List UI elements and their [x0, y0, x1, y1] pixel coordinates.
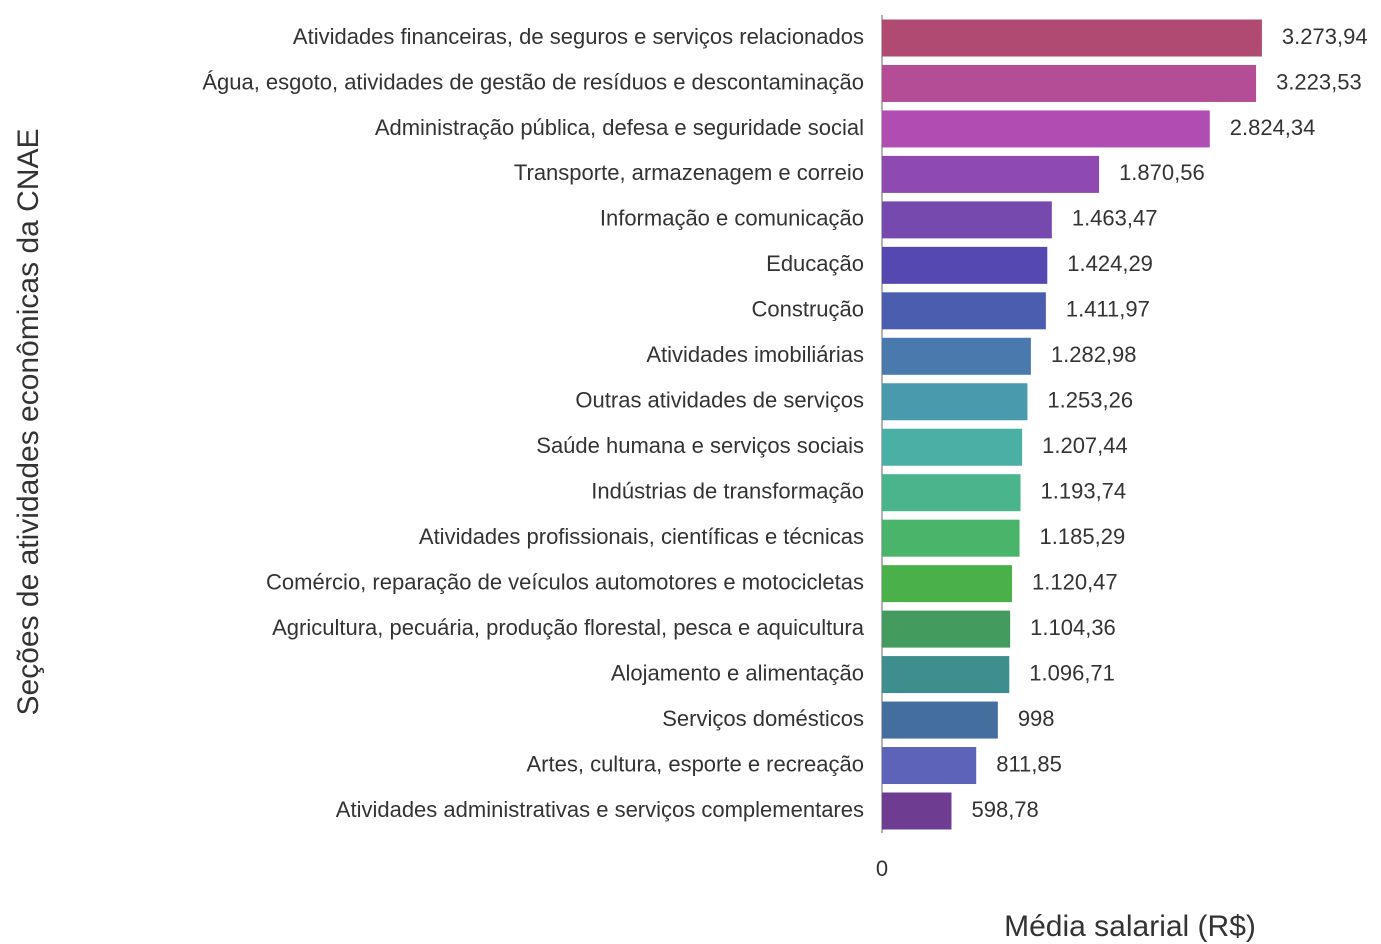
y-tick-label: Agricultura, pecuária, produção floresta… [272, 615, 865, 640]
value-label: 1.120,47 [1032, 569, 1118, 594]
bar [882, 428, 1023, 466]
value-label: 1.424,29 [1067, 251, 1153, 276]
value-label: 1.870,56 [1119, 160, 1205, 185]
bar [882, 383, 1028, 421]
value-label: 1.253,26 [1047, 388, 1133, 413]
y-tick-label: Água, esgoto, atividades de gestão de re… [202, 69, 864, 94]
y-tick-label: Informação e comunicação [600, 206, 864, 231]
value-label: 3.273,94 [1282, 24, 1368, 49]
value-label: 1.207,44 [1042, 433, 1128, 458]
bar [882, 64, 1257, 102]
bar [882, 155, 1100, 193]
value-label: 1.096,71 [1029, 660, 1115, 685]
y-tick-label: Indústrias de transformação [591, 479, 864, 504]
bar [882, 610, 1011, 648]
y-tick-label: Comércio, reparação de veículos automoto… [266, 569, 864, 594]
value-label: 1.282,98 [1051, 342, 1137, 367]
y-tick-label: Atividades imobiliárias [646, 342, 864, 367]
value-label: 1.193,74 [1041, 479, 1127, 504]
y-tick-label: Atividades administrativas e serviços co… [336, 797, 864, 822]
value-label: 811,85 [996, 751, 1062, 776]
bar [882, 19, 1262, 57]
y-tick-label: Serviços domésticos [662, 706, 864, 731]
bar [882, 656, 1010, 694]
value-label: 1.463,47 [1072, 206, 1158, 231]
value-label: 1.185,29 [1040, 524, 1126, 549]
y-tick-label: Atividades profissionais, científicas e … [419, 524, 864, 549]
y-axis-label: Seções de atividades econômicas da CNAE [12, 129, 45, 716]
value-label: 2.824,34 [1230, 115, 1316, 140]
value-label: 598,78 [971, 797, 1038, 822]
y-tick-label: Transporte, armazenagem e correio [514, 160, 864, 185]
value-label: 1.104,36 [1030, 615, 1116, 640]
bar [882, 519, 1020, 557]
value-label: 3.223,53 [1276, 69, 1362, 94]
bar [882, 565, 1013, 603]
bar [882, 201, 1052, 239]
x-tick-label: 0 [876, 856, 888, 881]
bar [882, 246, 1048, 284]
y-tick-label: Atividades financeiras, de seguros e ser… [293, 24, 864, 49]
bar [882, 701, 998, 739]
y-tick-label: Alojamento e alimentação [611, 660, 864, 685]
bar [882, 792, 952, 830]
bar [882, 747, 977, 785]
bar [882, 292, 1046, 330]
y-tick-label: Saúde humana e serviços sociais [536, 433, 864, 458]
value-label: 998 [1018, 706, 1055, 731]
y-tick-label: Construção [751, 297, 864, 322]
bar [882, 110, 1210, 148]
y-tick-label: Outras atividades de serviços [575, 388, 864, 413]
bar [882, 337, 1031, 375]
y-tick-label: Artes, cultura, esporte e recreação [527, 751, 865, 776]
y-tick-label: Administração pública, defesa e segurida… [375, 115, 864, 140]
y-tick-label: Educação [766, 251, 864, 276]
x-axis-label: Média salarial (R$) [1004, 910, 1256, 943]
value-label: 1.411,97 [1066, 297, 1150, 322]
bar [882, 474, 1021, 512]
